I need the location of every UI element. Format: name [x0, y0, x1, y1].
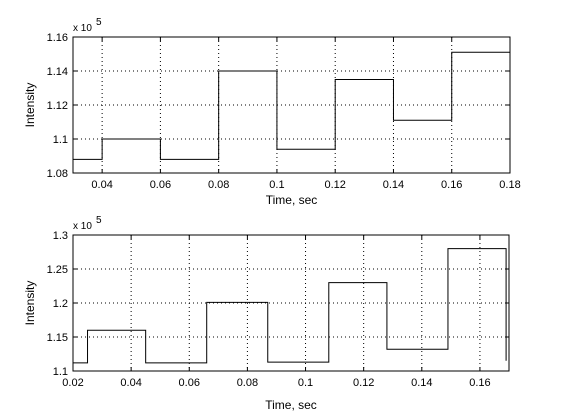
plot-1-y-tick-label-4: 1.16: [47, 32, 68, 44]
plot-1-y-axis-label: Intensity: [23, 83, 37, 128]
plot-2-y-tick-label-0: 1.1: [53, 366, 68, 378]
plot-2-x-tick-label-0: 0.02: [62, 377, 83, 389]
plot-1-x-tick-label-0: 0.04: [91, 179, 112, 191]
plot-2-x-axis-label: Time, sec: [265, 398, 317, 412]
plot-2-plot-area: [73, 235, 509, 371]
plot-2-y-axis-label: Intensity: [23, 281, 37, 326]
plot-2-series-1-line: [73, 248, 507, 364]
plot-1-x-tick-label-5: 0.14: [383, 179, 404, 191]
plot-1-y-tick-label-3: 1.14: [47, 66, 68, 78]
plot-1-x-axis-label: Time, sec: [266, 193, 318, 207]
plot-2-y-tick-label-4: 1.3: [53, 230, 68, 242]
plot-1-x-tick-label-2: 0.08: [208, 179, 229, 191]
plot-1-y-tick-label-2: 1.12: [47, 100, 68, 112]
plot-2-x-tick-label-2: 0.06: [179, 377, 200, 389]
plot-2-y-tick-label-1: 1.15: [47, 332, 68, 344]
plot-2-y-tick-label-3: 1.25: [47, 264, 68, 276]
plot-1-y-tick-label-1: 1.1: [53, 134, 68, 146]
plot-1-x-tick-label-3: 0.1: [269, 179, 284, 191]
plot-2-x-tick-label-7: 0.16: [469, 377, 490, 389]
plot-1-y-tick-label-0: 1.08: [47, 168, 68, 180]
plot-2: 0.02 0.04 0.06 0.08 0.1 0.12 0.14 0.16 1.1 1.15 1.…: [23, 215, 510, 412]
plot-2-y-tick-label-2: 1.2: [53, 298, 68, 310]
plot-2-x-tick-label-3: 0.08: [237, 377, 258, 389]
plot-1-x-tick-label-7: 0.18: [499, 179, 520, 191]
plot-1-series-1-line: [73, 51, 510, 160]
plot-2-y-multiplier: x 10: [73, 221, 92, 232]
plot-2-x-tick-label-6: 0.14: [411, 377, 432, 389]
plot-2-x-tick-label-5: 0.12: [353, 377, 374, 389]
plot-1-y-multiplier: x 10: [73, 23, 92, 34]
plot-1-x-tick-label-1: 0.06: [150, 179, 171, 191]
plot-2-x-tick-label-1: 0.04: [120, 377, 141, 389]
plot-1-y-multiplier-exponent: 5: [96, 17, 102, 28]
plot-1-x-tick-label-6: 0.16: [441, 179, 462, 191]
plot-2-y-multiplier-exponent: 5: [96, 215, 102, 226]
plot-1-x-tick-label-4: 0.12: [324, 179, 345, 191]
plot-1-plot-area: [73, 37, 510, 173]
plot-2-x-tick-label-4: 0.1: [298, 377, 313, 389]
plot-1: 0.04 0.06 0.08 0.1 0.12 0.14 0.16 0.18 1.08 1.1 1.…: [23, 17, 521, 207]
